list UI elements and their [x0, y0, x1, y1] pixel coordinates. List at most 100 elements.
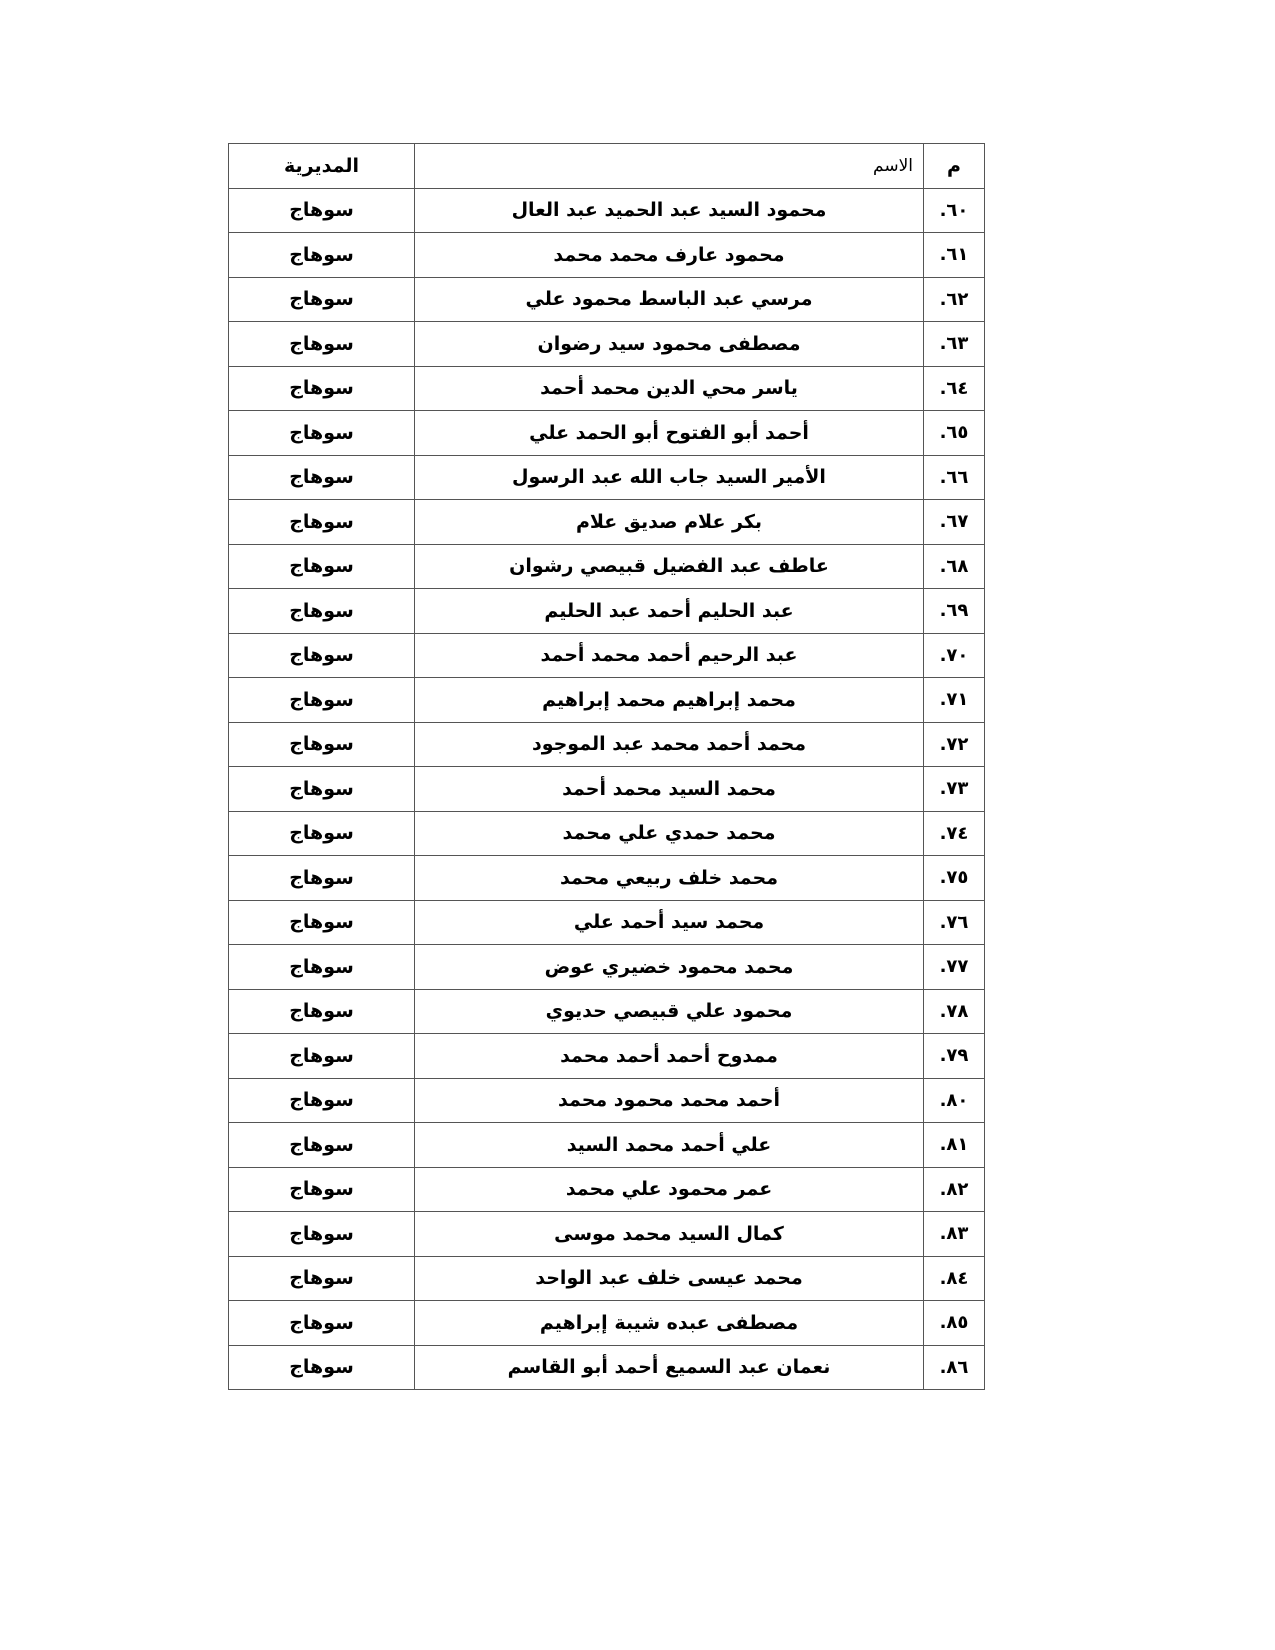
- row-name: محمد سيد أحمد علي: [414, 899, 924, 945]
- row-name: عبد الرحيم أحمد محمد أحمد: [414, 632, 924, 678]
- table-row: ٧٧. محمد محمود خضيري عوض سوهاج: [228, 944, 985, 990]
- table-row: ٧٤. محمد حمدي علي محمد سوهاج: [228, 810, 985, 856]
- row-name: ياسر محي الدين محمد أحمد: [414, 365, 924, 411]
- row-governorate: سوهاج: [228, 187, 415, 233]
- row-number: ٨٦.: [923, 1344, 985, 1390]
- row-governorate: سوهاج: [228, 810, 415, 856]
- row-governorate: سوهاج: [228, 899, 415, 945]
- row-governorate: سوهاج: [228, 499, 415, 545]
- row-name: بكر علام صديق علام: [414, 499, 924, 545]
- row-number: ٨٢.: [923, 1166, 985, 1212]
- header-num: م: [923, 143, 985, 189]
- row-name: محمد حمدي علي محمد: [414, 810, 924, 856]
- row-number: ٧١.: [923, 677, 985, 723]
- row-number: ٦٠.: [923, 187, 985, 233]
- table-row: ٨٦. نعمان عبد السميع أحمد أبو القاسم سوهاج: [228, 1344, 985, 1390]
- row-number: ٦٩.: [923, 588, 985, 634]
- row-governorate: سوهاج: [228, 766, 415, 812]
- row-governorate: سوهاج: [228, 855, 415, 901]
- row-number: ٦٤.: [923, 365, 985, 411]
- row-governorate: سوهاج: [228, 1077, 415, 1123]
- row-name: محمود السيد عبد الحميد عبد العال: [414, 187, 924, 233]
- row-name: محمد السيد محمد أحمد: [414, 766, 924, 812]
- row-number: ٨١.: [923, 1122, 985, 1168]
- table-row: ٦٤. ياسر محي الدين محمد أحمد سوهاج: [228, 365, 985, 411]
- row-governorate: سوهاج: [228, 454, 415, 500]
- row-number: ٧٨.: [923, 988, 985, 1034]
- row-number: ٧٩.: [923, 1033, 985, 1079]
- row-number: ٧٧.: [923, 944, 985, 990]
- row-name: محمد محمود خضيري عوض: [414, 944, 924, 990]
- table-row: ٦٩. عبد الحليم أحمد عبد الحليم سوهاج: [228, 588, 985, 634]
- row-governorate: سوهاج: [228, 1211, 415, 1257]
- row-number: ٧٢.: [923, 721, 985, 767]
- row-governorate: سوهاج: [228, 944, 415, 990]
- row-number: ٨٥.: [923, 1300, 985, 1346]
- row-name: الأمير السيد جاب الله عبد الرسول: [414, 454, 924, 500]
- row-number: ٦١.: [923, 232, 985, 278]
- row-governorate: سوهاج: [228, 543, 415, 589]
- table-row: ٨٥. مصطفى عبده شيبة إبراهيم سوهاج: [228, 1300, 985, 1346]
- table-row: ٨٤. محمد عيسى خلف عبد الواحد سوهاج: [228, 1255, 985, 1301]
- row-governorate: سوهاج: [228, 365, 415, 411]
- table-row: ٧٩. ممدوح أحمد أحمد محمد سوهاج: [228, 1033, 985, 1079]
- row-governorate: سوهاج: [228, 677, 415, 723]
- row-name: عبد الحليم أحمد عبد الحليم: [414, 588, 924, 634]
- row-number: ٧٤.: [923, 810, 985, 856]
- table-row: ٧٦. محمد سيد أحمد علي سوهاج: [228, 899, 985, 945]
- table-row: ٦٨. عاطف عبد الفضيل قبيصي رشوان سوهاج: [228, 543, 985, 589]
- row-governorate: سوهاج: [228, 1255, 415, 1301]
- row-governorate: سوهاج: [228, 1344, 415, 1390]
- table-row: ٨١. علي أحمد محمد السيد سوهاج: [228, 1122, 985, 1168]
- row-governorate: سوهاج: [228, 1166, 415, 1212]
- row-name: أحمد محمد محمود محمد: [414, 1077, 924, 1123]
- table-row: ٨٣. كمال السيد محمد موسى سوهاج: [228, 1211, 985, 1257]
- row-number: ٦٦.: [923, 454, 985, 500]
- names-table: م الاسم المديرية ٦٠. محمود السيد عبد الحم…: [228, 143, 985, 1390]
- table-row: ٧٢. محمد أحمد محمد عبد الموجود سوهاج: [228, 721, 985, 767]
- row-name: محمد أحمد محمد عبد الموجود: [414, 721, 924, 767]
- row-name: محمد خلف ربيعي محمد: [414, 855, 924, 901]
- table-row: ٨٠. أحمد محمد محمود محمد سوهاج: [228, 1077, 985, 1123]
- row-number: ٨٣.: [923, 1211, 985, 1257]
- row-name: مصطفى محمود سيد رضوان: [414, 321, 924, 367]
- row-name: ممدوح أحمد أحمد محمد: [414, 1033, 924, 1079]
- table-row: ٧١. محمد إبراهيم محمد إبراهيم سوهاج: [228, 677, 985, 723]
- row-number: ٧٠.: [923, 632, 985, 678]
- row-number: ٨٠.: [923, 1077, 985, 1123]
- table-row: ٦٢. مرسي عبد الباسط محمود علي سوهاج: [228, 276, 985, 322]
- header-row: م الاسم المديرية: [228, 143, 985, 189]
- row-name: نعمان عبد السميع أحمد أبو القاسم: [414, 1344, 924, 1390]
- row-governorate: سوهاج: [228, 321, 415, 367]
- row-name: محمد إبراهيم محمد إبراهيم: [414, 677, 924, 723]
- row-number: ٦٢.: [923, 276, 985, 322]
- table-row: ٦٥. أحمد أبو الفتوح أبو الحمد علي سوهاج: [228, 410, 985, 456]
- row-name: عاطف عبد الفضيل قبيصي رشوان: [414, 543, 924, 589]
- row-number: ٦٥.: [923, 410, 985, 456]
- row-governorate: سوهاج: [228, 410, 415, 456]
- row-number: ٦٨.: [923, 543, 985, 589]
- row-governorate: سوهاج: [228, 632, 415, 678]
- row-governorate: سوهاج: [228, 721, 415, 767]
- row-governorate: سوهاج: [228, 1300, 415, 1346]
- header-name: الاسم: [414, 143, 924, 189]
- row-governorate: سوهاج: [228, 232, 415, 278]
- table-row: ٨٢. عمر محمود علي محمد سوهاج: [228, 1166, 985, 1212]
- table-row: ٧٣. محمد السيد محمد أحمد سوهاج: [228, 766, 985, 812]
- row-governorate: سوهاج: [228, 1033, 415, 1079]
- row-name: علي أحمد محمد السيد: [414, 1122, 924, 1168]
- row-name: محمود عارف محمد محمد: [414, 232, 924, 278]
- table-row: ٦٠. محمود السيد عبد الحميد عبد العال سوهاج: [228, 187, 985, 233]
- table-row: ٦١. محمود عارف محمد محمد سوهاج: [228, 232, 985, 278]
- row-name: كمال السيد محمد موسى: [414, 1211, 924, 1257]
- row-number: ٦٣.: [923, 321, 985, 367]
- row-number: ٧٣.: [923, 766, 985, 812]
- table-row: ٧٠. عبد الرحيم أحمد محمد أحمد سوهاج: [228, 632, 985, 678]
- table-row: ٧٥. محمد خلف ربيعي محمد سوهاج: [228, 855, 985, 901]
- table-row: ٦٧. بكر علام صديق علام سوهاج: [228, 499, 985, 545]
- row-governorate: سوهاج: [228, 1122, 415, 1168]
- row-number: ٧٦.: [923, 899, 985, 945]
- row-governorate: سوهاج: [228, 988, 415, 1034]
- row-name: مرسي عبد الباسط محمود علي: [414, 276, 924, 322]
- table-row: ٧٨. محمود علي قبيصي حديوي سوهاج: [228, 988, 985, 1034]
